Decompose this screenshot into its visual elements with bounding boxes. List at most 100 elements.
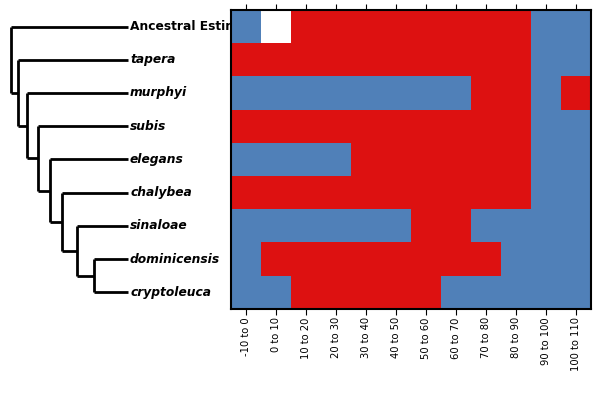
- Bar: [231, 76, 261, 110]
- Bar: [471, 76, 501, 110]
- Bar: [411, 76, 441, 110]
- Bar: [231, 110, 261, 143]
- Bar: [351, 43, 381, 76]
- Bar: [531, 43, 561, 76]
- Bar: [321, 10, 351, 43]
- Bar: [501, 143, 531, 176]
- Bar: [411, 209, 441, 242]
- Bar: [351, 276, 381, 309]
- Bar: [321, 242, 351, 276]
- Text: sinaloae: sinaloae: [130, 219, 188, 232]
- Bar: [231, 209, 261, 242]
- Bar: [471, 276, 501, 309]
- Bar: [291, 76, 321, 110]
- Bar: [441, 143, 471, 176]
- Text: elegans: elegans: [130, 153, 184, 166]
- Bar: [411, 242, 441, 276]
- Bar: [321, 209, 351, 242]
- Bar: [411, 110, 441, 143]
- Bar: [381, 276, 411, 309]
- Bar: [531, 176, 561, 209]
- Text: subis: subis: [130, 120, 166, 133]
- Bar: [291, 209, 321, 242]
- Bar: [531, 143, 561, 176]
- Bar: [441, 276, 471, 309]
- Bar: [381, 110, 411, 143]
- Bar: [231, 143, 261, 176]
- Bar: [261, 10, 291, 43]
- Bar: [501, 10, 531, 43]
- Bar: [261, 143, 291, 176]
- Bar: [321, 110, 351, 143]
- Bar: [231, 176, 261, 209]
- Bar: [411, 143, 441, 176]
- Bar: [291, 276, 321, 309]
- Bar: [471, 10, 501, 43]
- Bar: [471, 242, 501, 276]
- Bar: [231, 10, 261, 43]
- Bar: [291, 242, 321, 276]
- Bar: [261, 209, 291, 242]
- Bar: [261, 242, 291, 276]
- Bar: [501, 110, 531, 143]
- Bar: [291, 176, 321, 209]
- Text: Ancestral Estimate: Ancestral Estimate: [130, 20, 260, 33]
- Bar: [471, 176, 501, 209]
- Bar: [501, 176, 531, 209]
- Bar: [261, 276, 291, 309]
- Bar: [231, 242, 261, 276]
- Bar: [351, 176, 381, 209]
- Bar: [261, 43, 291, 76]
- Text: chalybea: chalybea: [130, 186, 192, 199]
- Bar: [441, 10, 471, 43]
- Bar: [561, 10, 591, 43]
- Bar: [321, 143, 351, 176]
- Bar: [561, 110, 591, 143]
- Bar: [321, 43, 351, 76]
- Bar: [291, 43, 321, 76]
- Bar: [561, 242, 591, 276]
- Bar: [381, 10, 411, 43]
- Bar: [351, 76, 381, 110]
- Bar: [321, 176, 351, 209]
- Bar: [261, 176, 291, 209]
- Bar: [501, 43, 531, 76]
- Bar: [471, 143, 501, 176]
- Bar: [261, 76, 291, 110]
- Bar: [561, 209, 591, 242]
- Bar: [381, 43, 411, 76]
- Bar: [351, 242, 381, 276]
- Bar: [561, 76, 591, 110]
- Text: murphyi: murphyi: [130, 86, 187, 99]
- Bar: [411, 276, 441, 309]
- Bar: [531, 242, 561, 276]
- Bar: [381, 242, 411, 276]
- Bar: [441, 242, 471, 276]
- Bar: [561, 276, 591, 309]
- Bar: [381, 176, 411, 209]
- Bar: [231, 43, 261, 76]
- Text: tapera: tapera: [130, 53, 175, 66]
- Bar: [471, 43, 501, 76]
- Bar: [441, 110, 471, 143]
- Bar: [531, 276, 561, 309]
- Bar: [411, 176, 441, 209]
- Bar: [351, 110, 381, 143]
- Bar: [321, 276, 351, 309]
- Bar: [561, 176, 591, 209]
- Bar: [291, 110, 321, 143]
- Bar: [441, 209, 471, 242]
- Bar: [351, 10, 381, 43]
- Text: dominicensis: dominicensis: [130, 253, 220, 266]
- Bar: [381, 76, 411, 110]
- Bar: [411, 10, 441, 43]
- Bar: [471, 209, 501, 242]
- Bar: [261, 110, 291, 143]
- Bar: [471, 110, 501, 143]
- Bar: [531, 110, 561, 143]
- Bar: [441, 176, 471, 209]
- Bar: [531, 10, 561, 43]
- Bar: [291, 10, 321, 43]
- Bar: [351, 143, 381, 176]
- Bar: [291, 143, 321, 176]
